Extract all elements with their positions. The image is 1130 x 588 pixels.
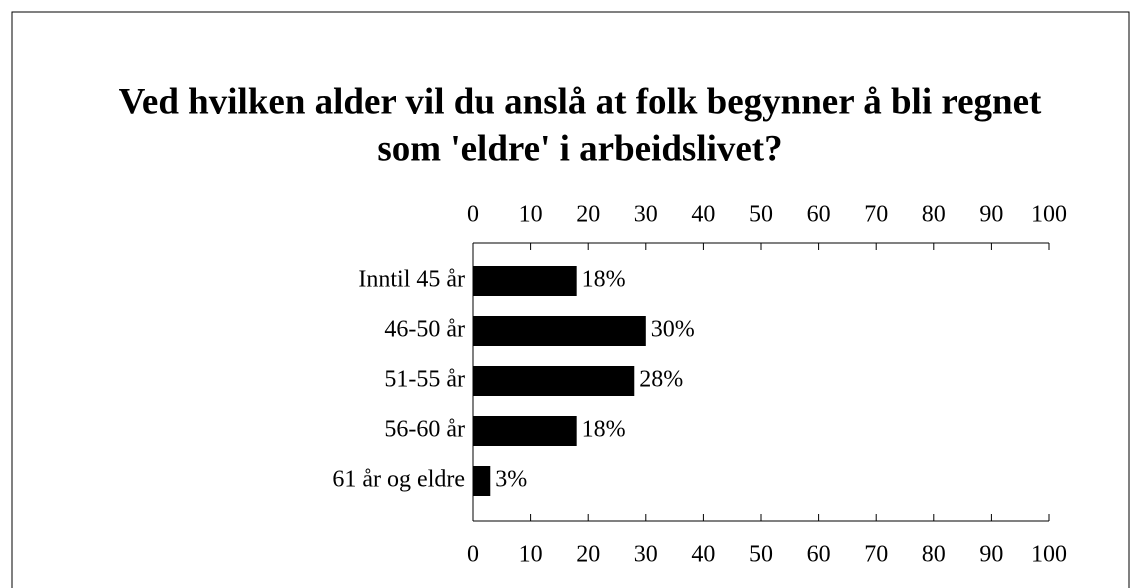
x-tick-label: 30 <box>634 542 658 568</box>
bar <box>473 316 646 346</box>
x-tick-label: 50 <box>749 202 773 228</box>
chart-title: Ved hvilken alder vil du anslå at folk b… <box>119 81 1042 122</box>
x-tick-label: 40 <box>691 202 715 228</box>
x-tick-label: 90 <box>979 542 1003 568</box>
x-tick-label: 80 <box>922 542 946 568</box>
y-tick-label: 56-60 år <box>384 417 465 443</box>
x-tick-label: 50 <box>749 542 773 568</box>
y-tick-label: 46-50 år <box>384 317 465 343</box>
x-tick-label: 20 <box>576 202 600 228</box>
value-label: 3% <box>495 467 527 493</box>
frame <box>11 11 1130 588</box>
x-tick-label: 60 <box>807 202 831 228</box>
bar <box>473 466 491 496</box>
x-tick-label: 80 <box>922 202 946 228</box>
x-tick-label: 0 <box>467 542 479 568</box>
bar <box>473 416 577 446</box>
y-tick-label: 51-55 år <box>384 367 465 393</box>
x-tick-label: 60 <box>807 542 831 568</box>
value-label: 18% <box>582 267 626 293</box>
x-tick-label: 20 <box>576 542 600 568</box>
bar <box>473 266 577 296</box>
value-label: 28% <box>639 367 683 393</box>
x-tick-label: 40 <box>691 542 715 568</box>
bar <box>473 366 635 396</box>
x-tick-label: 100 <box>1031 202 1067 228</box>
y-tick-label: 61 år og eldre <box>332 467 465 493</box>
x-tick-label: 10 <box>519 542 543 568</box>
value-label: 18% <box>582 417 626 443</box>
x-tick-label: 70 <box>864 202 888 228</box>
x-tick-label: 30 <box>634 202 658 228</box>
x-tick-label: 10 <box>519 202 543 228</box>
value-label: 30% <box>651 317 695 343</box>
chart-title: som 'eldre' i arbeidslivet? <box>377 128 782 169</box>
x-tick-label: 100 <box>1031 542 1067 568</box>
y-tick-label: Inntil 45 år <box>358 267 465 293</box>
x-tick-label: 90 <box>979 202 1003 228</box>
x-tick-label: 70 <box>864 542 888 568</box>
x-tick-label: 0 <box>467 202 479 228</box>
